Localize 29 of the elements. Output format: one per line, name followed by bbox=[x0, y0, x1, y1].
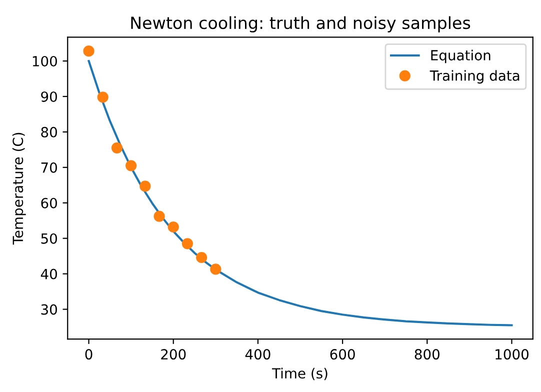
y-tick-label: 40 bbox=[40, 268, 57, 280]
x-tick-label: 600 bbox=[330, 349, 355, 360]
y-tick-label: 80 bbox=[41, 126, 57, 138]
point bbox=[154, 210, 165, 222]
point bbox=[210, 264, 222, 275]
x-tick-label: 0 bbox=[85, 349, 92, 360]
x-tick-label: 200 bbox=[161, 349, 186, 360]
legend-label: Equation bbox=[431, 50, 490, 64]
y-tick-label: 60 bbox=[41, 198, 57, 208]
point bbox=[111, 142, 123, 154]
y-tick-label: 100 bbox=[32, 56, 57, 66]
x-axis-title: Time (s) bbox=[272, 368, 328, 380]
point bbox=[168, 221, 179, 233]
x-tick-label: 800 bbox=[414, 349, 440, 360]
y-tick-label: 50 bbox=[41, 233, 57, 244]
y-tick-label: 70 bbox=[41, 162, 57, 173]
point bbox=[182, 238, 194, 250]
y-tick-label: 30 bbox=[41, 304, 57, 315]
point bbox=[126, 160, 137, 172]
chart-title: Newton cooling: truth and noisy samples bbox=[131, 16, 470, 32]
y-tick-label: 90 bbox=[41, 91, 57, 102]
y-axis-title: Temperature (C) bbox=[12, 132, 26, 245]
x-tick-label: 400 bbox=[245, 349, 270, 360]
x-tick-label: 1000 bbox=[496, 349, 528, 360]
point bbox=[97, 92, 108, 103]
point bbox=[196, 252, 208, 264]
point bbox=[140, 180, 151, 192]
point bbox=[83, 46, 94, 57]
legend-label: Training data bbox=[430, 70, 520, 84]
